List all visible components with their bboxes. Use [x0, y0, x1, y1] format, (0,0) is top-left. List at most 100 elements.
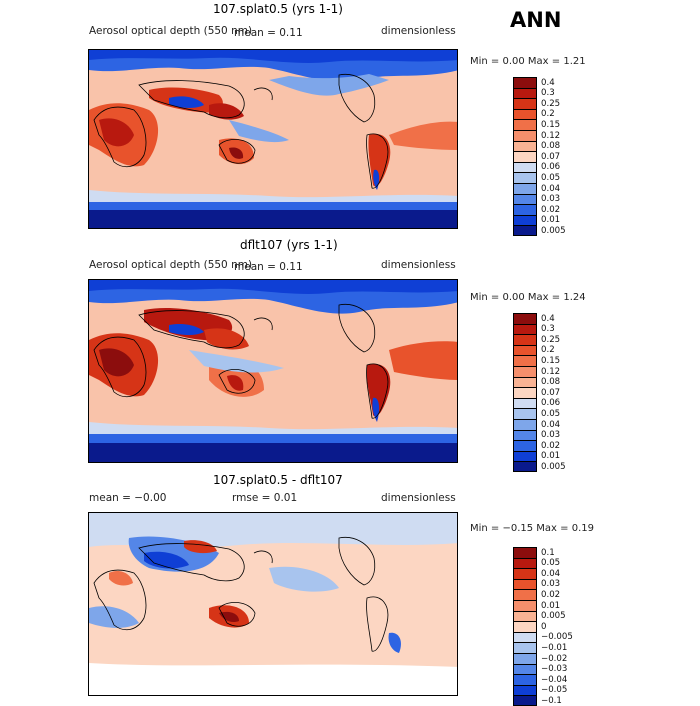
colorbar-level-label: 0.03 — [541, 430, 561, 441]
tibet-low — [169, 96, 204, 108]
panel-3-mean: mean = −0.00 — [89, 492, 167, 504]
colorbar-level-label: 0.005 — [541, 225, 566, 236]
colorbar-level-label: −0.05 — [541, 685, 568, 696]
africa-negative — [89, 606, 139, 628]
panel-3-map — [88, 512, 458, 696]
colorbar-level-label: 0.07 — [541, 151, 561, 162]
colorbar-swatch — [513, 631, 537, 643]
colorbar-swatch — [513, 684, 537, 696]
colorbar-level-label: 0.3 — [541, 88, 555, 99]
panel-1-title: 107.splat0.5 (yrs 1-1) — [213, 2, 343, 16]
colorbar-level-label: 0.3 — [541, 324, 555, 335]
colorbar-swatch — [513, 429, 537, 441]
colorbar-swatch — [513, 214, 537, 226]
east-asia-high — [204, 328, 249, 350]
colorbar-level-label: 0.01 — [541, 215, 561, 226]
colorbar-swatch — [513, 366, 537, 377]
colorbar-swatch — [513, 151, 537, 162]
colorbar-level-label: 0.005 — [541, 461, 566, 472]
colorbar-swatch — [513, 193, 537, 205]
colorbar-level-label: 0.12 — [541, 130, 561, 141]
colorbar-level-label: 0.25 — [541, 334, 561, 345]
colorbar-level-label: 0.01 — [541, 451, 561, 462]
antarctic-band — [89, 443, 457, 462]
colorbar-level-label: 0.03 — [541, 579, 561, 590]
colorbar-level-label: 0.2 — [541, 345, 555, 356]
northern-lowest-band — [89, 280, 457, 294]
colorbar-swatch — [513, 440, 537, 451]
colorbar-level-label: 0.02 — [541, 440, 561, 451]
panel-3-rmse: rmse = 0.01 — [232, 492, 298, 504]
sa-negative — [388, 632, 401, 653]
panel-1-mean: mean = 0.11 — [234, 27, 303, 39]
atlantic-plume — [389, 341, 457, 380]
colorbar-level-label: −0.1 — [541, 695, 562, 706]
panel-1-minmax: Min = 0.00 Max = 1.21 — [470, 56, 586, 67]
panel-1-map — [88, 49, 458, 229]
colorbar-level-label: 0.02 — [541, 204, 561, 215]
asia-positive — [184, 540, 217, 554]
colorbar-swatch — [513, 119, 537, 130]
panel-2-minmax: Min = 0.00 Max = 1.24 — [470, 292, 586, 303]
pacific-negative — [269, 566, 339, 592]
panel-3-map-svg — [89, 513, 457, 695]
colorbar-swatch — [513, 183, 537, 194]
colorbar-level-label: 0.05 — [541, 558, 561, 569]
colorbar-level-label: 0.1 — [541, 547, 555, 558]
colorbar-swatch — [513, 334, 537, 345]
colorbar-level-label: 0.4 — [541, 313, 555, 324]
colorbar-swatch — [513, 130, 537, 141]
north-light-band — [89, 513, 457, 547]
colorbar-swatch — [513, 323, 537, 335]
colorbar-level-label: 0.25 — [541, 98, 561, 109]
colorbar-swatch — [513, 610, 537, 622]
colorbar-swatch — [513, 408, 537, 419]
colorbar-swatch — [513, 108, 537, 120]
colorbar-swatch — [513, 77, 537, 88]
australia-max — [229, 147, 244, 159]
panel-3-units: dimensionless — [381, 492, 456, 504]
panel-1-map-svg — [89, 50, 457, 228]
colorbar-swatch — [513, 578, 537, 590]
coastlines — [93, 73, 389, 189]
panel-1-variable: Aerosol optical depth (550 nm) — [89, 25, 253, 37]
sahara-max — [99, 118, 134, 147]
colorbar-level-label: 0.06 — [541, 162, 561, 173]
colorbar-swatch — [513, 600, 537, 611]
colorbar-level-label: 0.2 — [541, 109, 555, 120]
coastlines — [93, 536, 389, 652]
colorbar-swatch — [513, 98, 537, 109]
colorbar-swatch — [513, 376, 537, 388]
colorbar-swatch — [513, 419, 537, 430]
australia-positive-max — [219, 611, 239, 623]
colorbar-swatch — [513, 461, 537, 473]
colorbar-swatch — [513, 313, 537, 324]
colorbar-swatch — [513, 653, 537, 664]
north-pacific-low — [269, 74, 389, 96]
colorbar-swatch — [513, 204, 537, 215]
colorbar-swatch — [513, 547, 537, 558]
panel-2-mean: mean = 0.11 — [234, 261, 303, 273]
colorbar-level-label: 0.4 — [541, 77, 555, 88]
colorbar-level-label: 0.005 — [541, 611, 566, 622]
panel-1-units: dimensionless — [381, 25, 456, 37]
colorbar-swatch — [513, 589, 537, 600]
colorbar-level-label: 0.04 — [541, 183, 561, 194]
colorbar-level-label: −0.005 — [541, 632, 573, 643]
colorbar-level-label: 0.03 — [541, 194, 561, 205]
colorbar-swatch — [513, 161, 537, 173]
pacific-low — [189, 350, 284, 373]
colorbar-swatch — [513, 642, 537, 653]
pacific-low — [229, 120, 289, 143]
colorbar-level-label: 0.15 — [541, 119, 561, 130]
colorbar-swatch — [513, 663, 537, 675]
colorbar-level-label: 0.06 — [541, 398, 561, 409]
east-asia-high — [209, 103, 244, 120]
sahara-positive — [109, 571, 133, 586]
atlantic-plume — [389, 121, 457, 150]
colorbar-level-label: −0.01 — [541, 642, 568, 653]
antarctic-zero — [89, 663, 457, 695]
colorbar-level-label: 0.01 — [541, 600, 561, 611]
panel-2-variable: Aerosol optical depth (550 nm) — [89, 259, 253, 271]
colorbar-swatch — [513, 621, 537, 632]
